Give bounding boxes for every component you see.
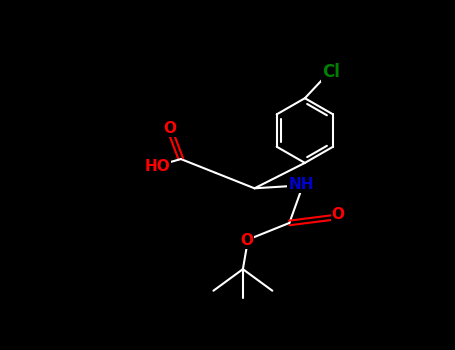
Text: NH: NH xyxy=(288,177,314,192)
Text: O: O xyxy=(163,121,177,136)
Text: O: O xyxy=(332,207,345,222)
Text: Cl: Cl xyxy=(322,63,340,81)
Text: HO: HO xyxy=(145,159,171,174)
Text: O: O xyxy=(240,233,253,248)
